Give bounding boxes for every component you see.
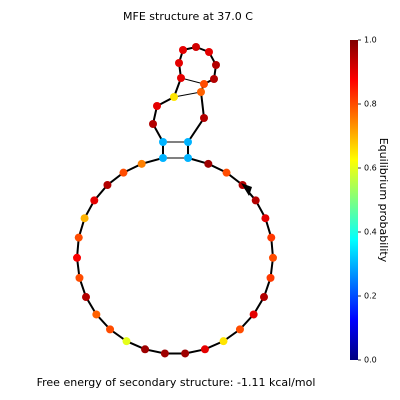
colorbar-label: Equilibrium probability [377,138,390,263]
nucleotide [90,196,99,205]
nucleotide [159,154,167,162]
nucleotide [222,168,231,177]
nucleotide [92,310,101,319]
nucleotide [106,325,115,334]
structure [73,43,277,358]
nucleotide [103,181,112,190]
nucleotide [259,293,268,302]
nucleotide [205,48,213,56]
nucleotide [119,168,128,177]
colorbar [350,40,358,360]
nucleotide [74,233,83,242]
nucleotide [177,74,185,82]
colorbar-tick-label: 0.2 [364,292,377,301]
nucleotide [75,273,84,282]
nucleotide [181,349,190,358]
nucleotide [204,159,213,168]
nucleotide [192,43,200,51]
nucleotide [197,88,205,96]
nucleotide [200,80,208,88]
nucleotide [251,196,260,205]
nucleotide [200,345,209,354]
nucleotide [159,138,167,146]
colorbar-tick-label: 1.0 [364,36,377,45]
colorbar-tick-label: 0.4 [364,228,377,237]
nucleotide [82,293,91,302]
nucleotide [141,345,150,354]
nucleotide [200,114,208,122]
nucleotide [268,253,277,262]
nucleotide [160,349,169,358]
nucleotide [179,46,187,54]
nucleotide [235,325,244,334]
nucleotide [175,59,183,67]
end-arrow [241,183,252,196]
nucleotide [266,273,275,282]
nucleotide [153,102,161,110]
nucleotide [212,61,220,69]
colorbar-tick-label: 0.8 [364,100,377,109]
footer: Free energy of secondary structure: -1.1… [37,376,316,389]
nucleotide [261,214,270,223]
nucleotide [219,337,228,346]
title: MFE structure at 37.0 C [123,10,253,23]
nucleotide [210,75,218,83]
nucleotide [80,214,89,223]
nucleotide [170,93,178,101]
nucleotide [137,159,146,168]
nucleotide [184,154,192,162]
nucleotide [249,310,258,319]
nucleotide [73,253,82,262]
nucleotide [122,337,131,346]
nucleotide [184,138,192,146]
colorbar-tick-label: 0.0 [364,356,377,365]
base-pair [173,91,202,98]
backbone [76,45,274,355]
nucleotide [267,233,276,242]
nucleotide [149,120,157,128]
colorbar-tick-label: 0.6 [364,164,377,173]
